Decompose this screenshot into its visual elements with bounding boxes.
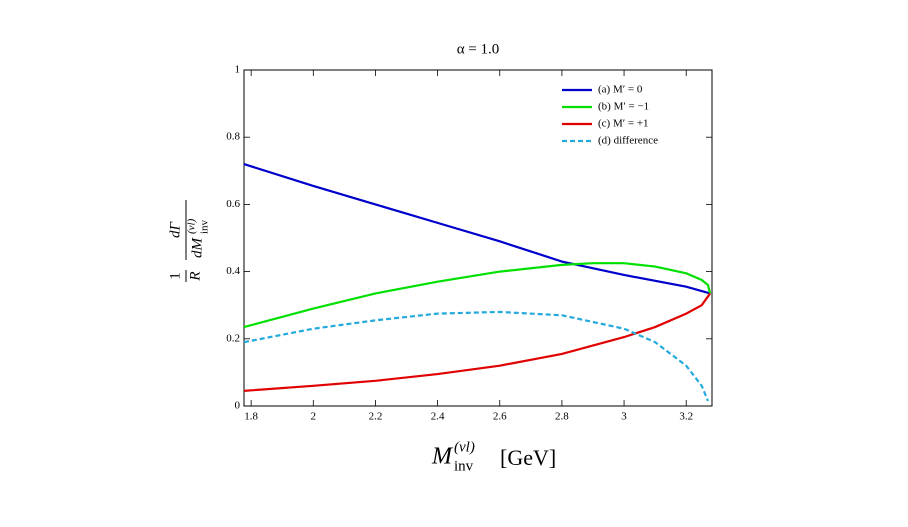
legend-label: (b) M′ = −1 bbox=[598, 101, 649, 113]
x-tick-label: 2.4 bbox=[431, 411, 445, 423]
legend-label: (c) M′ = +1 bbox=[598, 118, 649, 130]
x-tick-label: 1.8 bbox=[244, 411, 258, 423]
y-tick-label: 0.6 bbox=[226, 198, 240, 210]
x-axis-label: M (νl) inv [GeV] bbox=[431, 439, 556, 474]
y-axis-label: 1 R dΓ dM (νl) inv bbox=[167, 200, 211, 282]
y-label-num2: dΓ bbox=[167, 221, 183, 239]
legend-label: (a) M′ = 0 bbox=[598, 84, 643, 96]
x-tick-label: 2 bbox=[311, 411, 317, 423]
chart-title: α = 1.0 bbox=[457, 41, 500, 57]
y-tick-label: 0.2 bbox=[226, 332, 240, 344]
x-tick-label: 3.2 bbox=[679, 411, 693, 423]
y-tick-label: 0 bbox=[235, 400, 241, 412]
y-tick-label: 1 bbox=[235, 64, 241, 76]
y-tick-label: 0.8 bbox=[226, 131, 240, 143]
legend-label: (d) difference bbox=[598, 135, 658, 147]
data-line bbox=[243, 292, 712, 392]
x-tick-label: 2.8 bbox=[555, 411, 569, 423]
y-label-num: 1 bbox=[167, 272, 183, 280]
data-line bbox=[243, 262, 712, 329]
x-label-sup: (νl) bbox=[454, 439, 475, 455]
x-label-main: M bbox=[431, 444, 454, 470]
x-tick-label: 3 bbox=[621, 411, 627, 423]
y-label-den2: dM bbox=[189, 237, 205, 259]
x-label-sub: inv bbox=[454, 458, 474, 474]
y-tick-label: 0.4 bbox=[226, 265, 240, 277]
x-tick-label: 2.6 bbox=[493, 411, 507, 423]
data-line bbox=[243, 310, 709, 402]
data-line bbox=[243, 163, 711, 295]
y-label-sub: inv bbox=[199, 219, 211, 234]
plot-frame bbox=[243, 69, 713, 407]
x-tick-label: 2.2 bbox=[369, 411, 383, 423]
y-label-sup: (νl) bbox=[186, 218, 198, 234]
x-label-unit: [GeV] bbox=[500, 445, 556, 470]
y-label-den: R bbox=[187, 271, 203, 281]
